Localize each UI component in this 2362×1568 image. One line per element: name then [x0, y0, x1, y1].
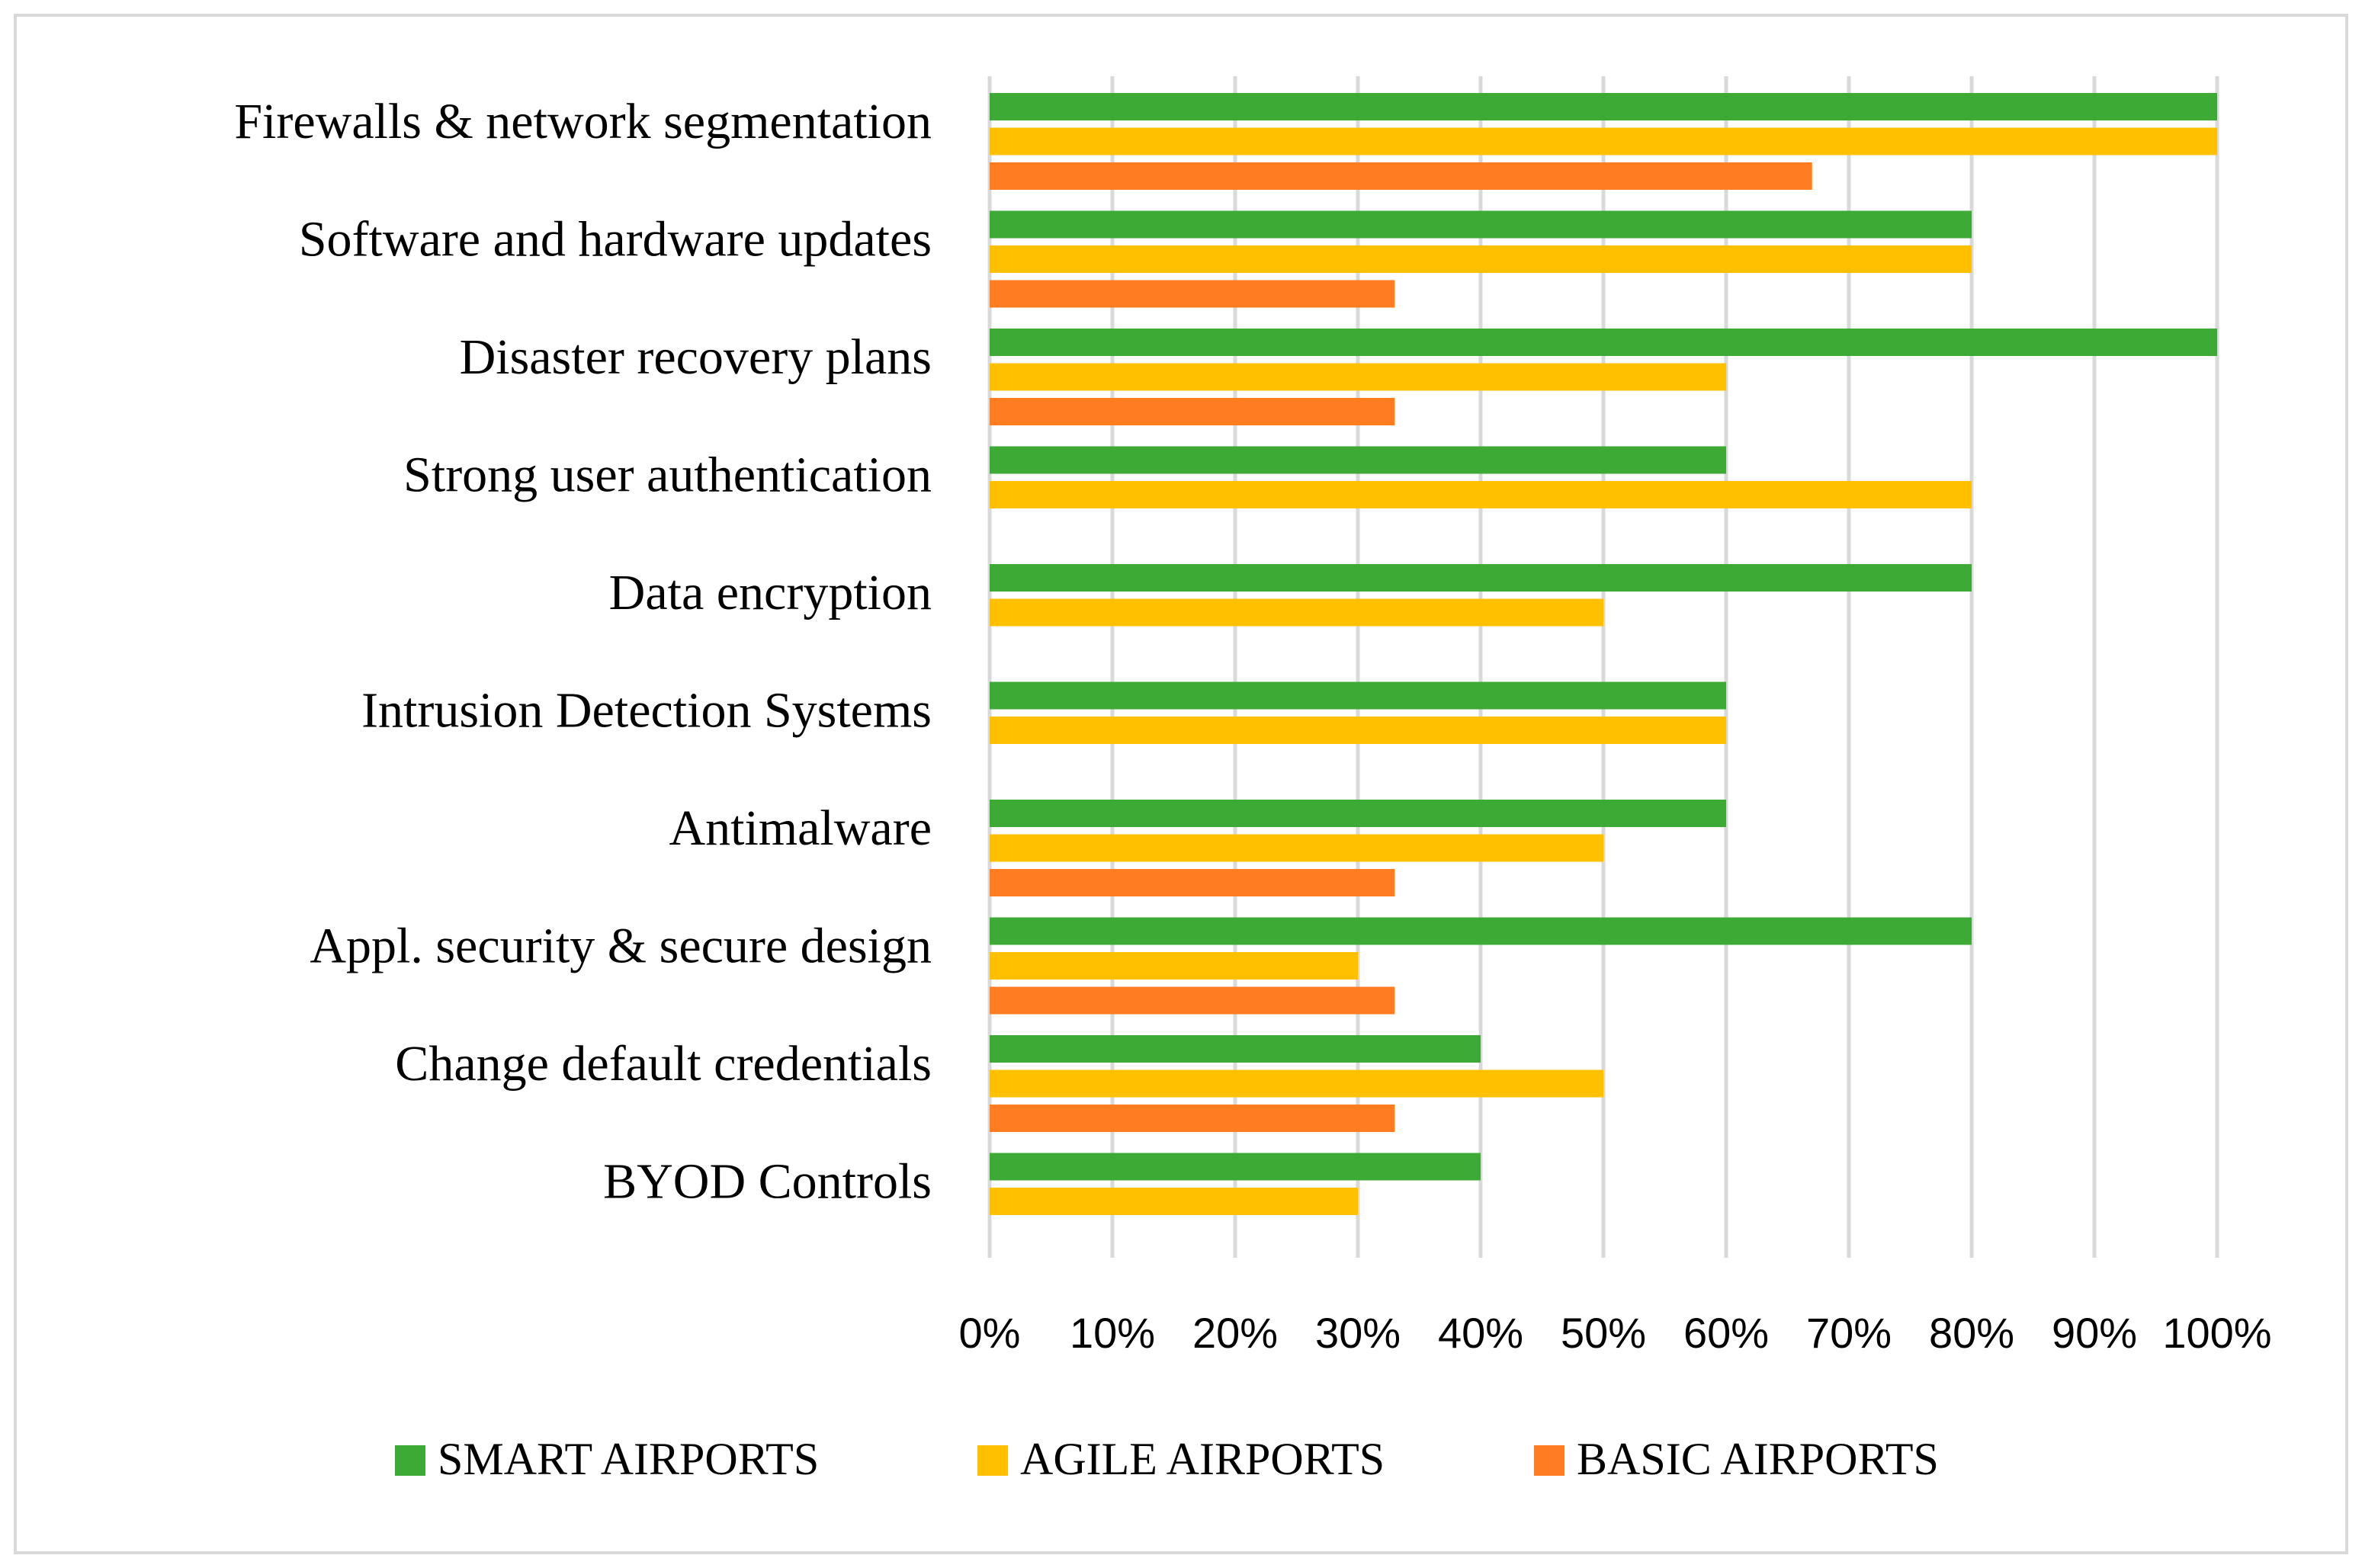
bar	[990, 598, 1603, 627]
category-label: Disaster recovery plans	[460, 329, 932, 385]
x-tick-label: 70%	[1806, 1309, 1892, 1357]
bar	[990, 917, 1972, 945]
category-label: Change default credentials	[395, 1036, 932, 1092]
x-tick-label: 50%	[1561, 1309, 1646, 1357]
bar	[990, 952, 1358, 980]
x-axis-ticks: 0% 10% 20% 30% 40% 50% 60% 70% 80% 90% 100%	[959, 1309, 2272, 1357]
bar	[990, 717, 1726, 744]
bar	[990, 245, 1972, 273]
legend-label: SMART AIRPORTS	[438, 1434, 819, 1484]
legend-swatch	[977, 1445, 1008, 1476]
category-label: Data encryption	[609, 565, 932, 620]
x-tick-label: 60%	[1683, 1309, 1769, 1357]
bar	[990, 564, 1972, 592]
bar	[990, 1035, 1481, 1063]
bar	[990, 127, 2217, 156]
bar	[990, 681, 1726, 710]
bar	[990, 280, 1395, 308]
bar	[990, 210, 1972, 239]
category-label: Appl. security & secure design	[310, 919, 932, 974]
bar	[990, 1188, 1358, 1215]
bar	[990, 162, 1812, 190]
x-tick-label: 20%	[1192, 1309, 1278, 1357]
bar	[990, 398, 1395, 425]
bar	[990, 93, 2217, 120]
category-labels: Firewalls & network segmentation Software…	[234, 94, 932, 1210]
bar	[990, 481, 1972, 508]
bar	[990, 986, 1395, 1015]
x-tick-label: 0%	[959, 1309, 1021, 1357]
category-label: Intrusion Detection Systems	[361, 683, 932, 739]
legend-swatch	[395, 1445, 425, 1476]
bar	[990, 446, 1726, 474]
x-tick-label: 10%	[1070, 1309, 1155, 1357]
bars	[990, 93, 2217, 1215]
x-tick-label: 30%	[1315, 1309, 1401, 1357]
bar	[990, 1105, 1395, 1132]
bar	[990, 363, 1726, 391]
category-label: Antimalware	[669, 800, 932, 856]
category-label: BYOD Controls	[603, 1154, 932, 1210]
bar	[990, 329, 2217, 356]
bar	[990, 1069, 1603, 1098]
x-tick-label: 80%	[1929, 1309, 2014, 1357]
legend-label: AGILE AIRPORTS	[1020, 1434, 1385, 1484]
legend-swatch	[1534, 1445, 1565, 1476]
bar	[990, 869, 1395, 896]
bar	[990, 1153, 1481, 1181]
category-label: Software and hardware updates	[299, 212, 932, 268]
legend-label: BASIC AIRPORTS	[1577, 1434, 1939, 1484]
category-label: Firewalls & network segmentation	[234, 94, 932, 149]
legend: SMART AIRPORTS AGILE AIRPORTS BASIC AIRPOR…	[395, 1434, 1939, 1484]
bar	[990, 800, 1726, 827]
x-tick-label: 100%	[2162, 1309, 2271, 1357]
x-tick-label: 40%	[1438, 1309, 1523, 1357]
category-label: Strong user authentication	[403, 447, 932, 503]
bar	[990, 834, 1603, 862]
x-tick-label: 90%	[2052, 1309, 2137, 1357]
